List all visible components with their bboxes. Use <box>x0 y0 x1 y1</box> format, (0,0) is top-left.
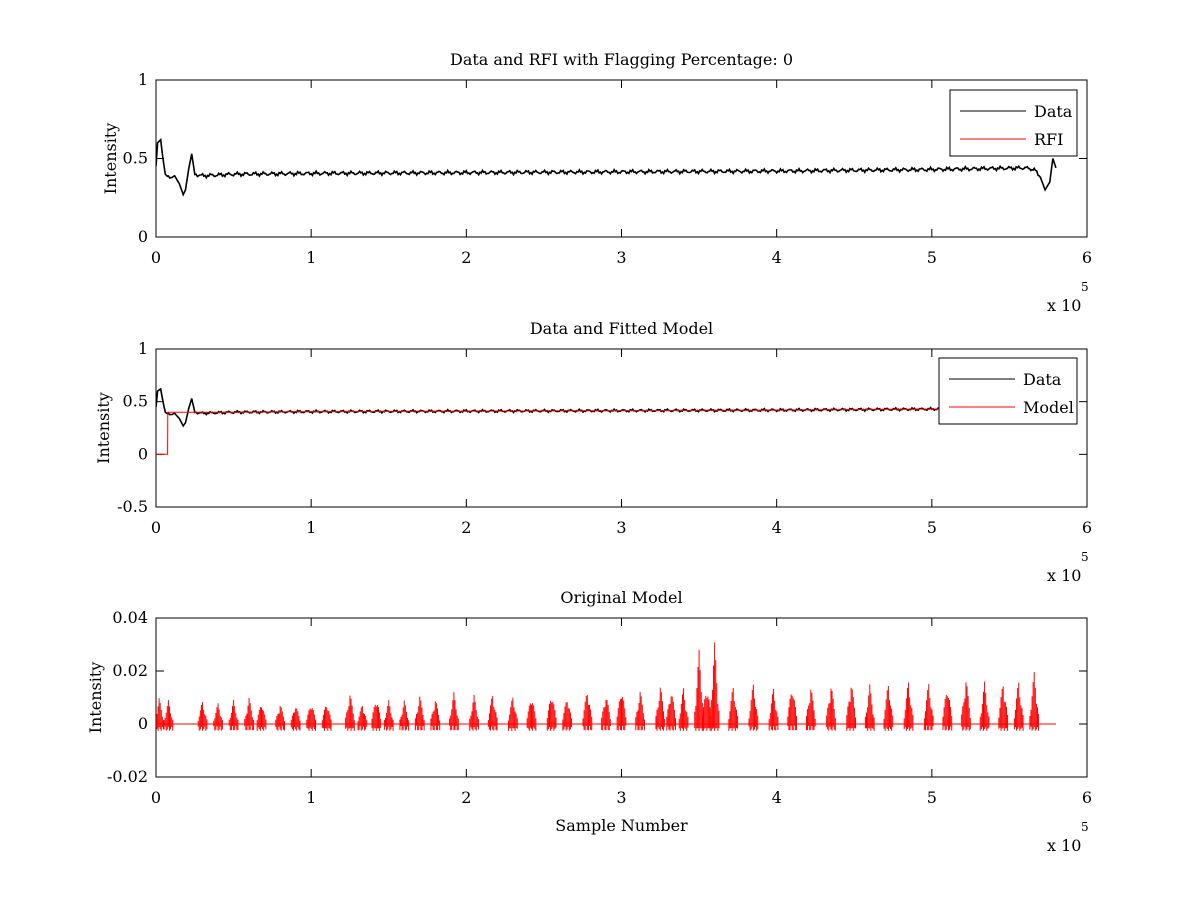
y-tick-label: 0.02 <box>112 661 148 680</box>
y-tick-label: 0 <box>138 714 148 733</box>
x-exponent-power: 5 <box>1081 550 1089 564</box>
legend: Data RFI <box>949 89 1078 157</box>
x-tick-label: 3 <box>616 248 626 267</box>
y-tick-label: 0 <box>138 227 148 246</box>
x-tick-label: 5 <box>927 518 937 537</box>
x-tick-label: 2 <box>461 518 471 537</box>
y-tick-label: -0.5 <box>117 497 148 516</box>
x-tick-label: 2 <box>461 788 471 807</box>
x-tick-label: 4 <box>772 788 782 807</box>
x-tick-label: 4 <box>772 248 782 267</box>
y-axis-label: Intensity <box>101 123 120 195</box>
series-line-data <box>156 138 1057 197</box>
x-exponent-label: x 10 <box>1047 836 1081 855</box>
y-tick-label: 1 <box>138 70 148 89</box>
y-axis-label: Intensity <box>94 392 113 464</box>
y-tick-label: 0.04 <box>112 608 148 627</box>
x-exponent-power: 5 <box>1081 820 1089 834</box>
x-tick-label: 6 <box>1082 248 1092 267</box>
y-tick-label: 0 <box>138 444 148 463</box>
plot-area <box>156 387 1057 455</box>
chart-title: Data and RFI with Flagging Percentage: 0 <box>450 50 793 69</box>
x-tick-label: 6 <box>1082 518 1092 537</box>
legend-box <box>938 357 1078 425</box>
legend-label-model: Model <box>1023 398 1074 417</box>
y-axis-label: Intensity <box>86 662 105 734</box>
x-axis-label: Sample Number <box>555 816 688 835</box>
chart-title: Original Model <box>560 588 682 607</box>
y-tick-label: 0.5 <box>123 392 148 411</box>
legend: Data Model <box>938 357 1078 425</box>
x-tick-label: 0 <box>151 518 161 537</box>
series-line-model <box>156 407 1056 455</box>
x-tick-label: 1 <box>306 248 316 267</box>
x-tick-label: 0 <box>151 788 161 807</box>
legend-label-rfi: RFI <box>1034 130 1063 149</box>
x-tick-label: 5 <box>927 788 937 807</box>
y-tick-label: 0.5 <box>123 149 148 168</box>
x-tick-label: 4 <box>772 518 782 537</box>
x-tick-label: 3 <box>616 518 626 537</box>
x-exponent-label: x 10 <box>1047 566 1081 585</box>
x-tick-label: 2 <box>461 248 471 267</box>
plot-area <box>156 138 1057 197</box>
x-tick-label: 5 <box>927 248 937 267</box>
y-tick-label: -0.02 <box>107 767 148 786</box>
chart-title: Data and Fitted Model <box>530 319 713 338</box>
legend-label-data: Data <box>1023 370 1062 389</box>
plot-area <box>156 642 1056 731</box>
subplot-1: Data and RFI with Flagging Percentage: 0… <box>101 50 1092 315</box>
x-tick-label: 6 <box>1082 788 1092 807</box>
subplot-2: Data and Fitted Model Intensity 0 1 2 3 4 5 6 x 1… <box>94 319 1092 585</box>
x-tick-label: 1 <box>306 788 316 807</box>
y-tick-label: 1 <box>138 339 148 358</box>
x-exponent-power: 5 <box>1081 280 1089 294</box>
x-tick-label: 1 <box>306 518 316 537</box>
legend-box <box>949 89 1078 157</box>
x-tick-label: 3 <box>616 788 626 807</box>
x-exponent-label: x 10 <box>1047 296 1081 315</box>
subplot-3: Original Model Intensity Sample Number 0 1 2 3… <box>86 588 1092 855</box>
x-tick-label: 0 <box>151 248 161 267</box>
legend-label-data: Data <box>1034 102 1073 121</box>
